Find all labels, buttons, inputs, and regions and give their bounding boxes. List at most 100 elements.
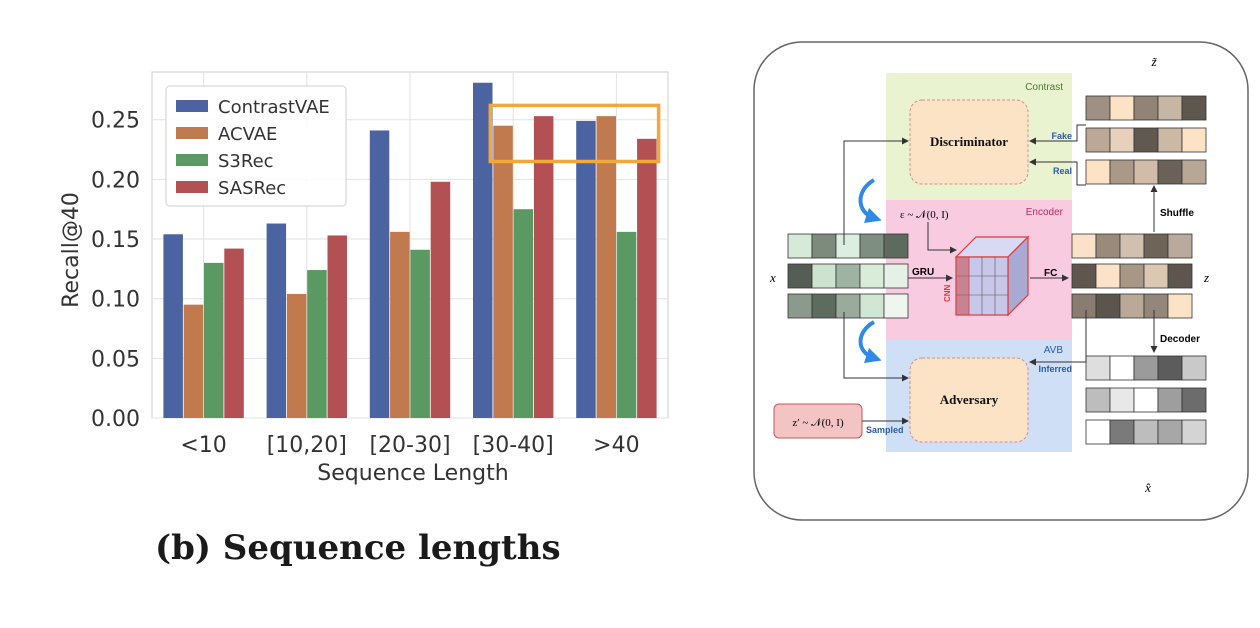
embedding-cell (1133, 95, 1159, 121)
bar-chart: 0.00 0.05 0.10 0.15 0.20 0.25 <10 [10,20] [20-30… (59, 71, 669, 486)
embedding-cell (1133, 387, 1159, 413)
bar-contrastvae-4 (576, 120, 596, 419)
x-symbol: x (769, 270, 776, 285)
figure-caption: (b) Sequence lengths (155, 528, 561, 568)
embedding-cell (1095, 233, 1121, 259)
embedding-cell (1071, 293, 1097, 319)
bar-contrastvae-1 (266, 223, 287, 418)
prior-label: z′ ~ 𝒩(0, I) (792, 417, 844, 429)
z-tilde-symbol: z̃ (1150, 54, 1157, 69)
embedding-cell (1109, 159, 1135, 185)
y-tick-label: 0.20 (91, 168, 140, 193)
y-axis-label: Recall@40 (59, 192, 84, 308)
adversary-label: Adversary (940, 392, 999, 407)
shuffle-label: Shuffle (1160, 208, 1194, 219)
embedding-cell (1085, 387, 1111, 413)
embedding-cell (787, 293, 813, 319)
bar-sasrec-1 (327, 235, 347, 418)
bar-contrastvae-2 (369, 130, 390, 418)
feedback-arrow-bottom (858, 320, 882, 364)
embedding-cell (1109, 127, 1135, 153)
reconstruction-x-hat (1085, 355, 1207, 445)
legend-label-s3rec: S3Rec (218, 151, 274, 172)
embedding-cell (1095, 263, 1121, 289)
embedding-cell (835, 263, 861, 289)
embedding-cell (1085, 355, 1111, 381)
embedding-cell (1119, 263, 1145, 289)
embedding-cell (1109, 355, 1135, 381)
y-tick-label: 0.05 (91, 347, 140, 372)
embedding-cell (1143, 233, 1169, 259)
y-tick-label: 0.00 (91, 407, 140, 432)
inferred-label: Inferred (1038, 364, 1072, 374)
embedding-cell (1119, 293, 1145, 319)
arrow-real (1029, 158, 1086, 186)
contrast-label: Contrast (1025, 82, 1063, 93)
embedding-cell (1085, 95, 1111, 121)
arrow-x-to-adv (843, 312, 909, 382)
bar-acvae-4 (596, 116, 616, 418)
legend-swatch-acvae (176, 127, 208, 139)
embedding-cell (1085, 419, 1111, 445)
cnn-label: CNN (943, 284, 952, 302)
bar-contrastvae-0 (163, 234, 183, 418)
embedding-cell (883, 233, 909, 259)
y-tick-label: 0.10 (91, 288, 140, 313)
shuffled-z-tilde (1085, 95, 1207, 185)
bar-acvae-0 (183, 304, 204, 418)
bar-s3rec-1 (307, 270, 327, 418)
embedding-cell (1071, 233, 1097, 259)
bar-s3rec-0 (204, 262, 224, 418)
embedding-cell (1133, 355, 1159, 381)
y-tick-label: 0.15 (91, 228, 140, 253)
embedding-cell (811, 263, 837, 289)
bar-s3rec-4 (616, 231, 637, 418)
bar-acvae-2 (390, 231, 410, 418)
embedding-cell (1133, 127, 1159, 153)
embedding-cell (1109, 387, 1135, 413)
fc-label: FC (1044, 268, 1057, 279)
embedding-cell (1133, 159, 1159, 185)
embedding-cell (1157, 387, 1183, 413)
bar-sasrec-4 (637, 138, 657, 419)
embedding-cell (1085, 159, 1111, 185)
feedback-arrow-top (858, 178, 882, 224)
embedding-cell (1109, 95, 1135, 121)
embedding-cell (1181, 127, 1207, 153)
x-tick-label: [20-30] (369, 433, 450, 458)
highlight-box (488, 103, 661, 164)
embedding-cell (835, 293, 861, 319)
x-tick-label: [10,20] (267, 433, 347, 458)
embedding-cell (859, 263, 885, 289)
legend-label-acvae: ACVAE (218, 124, 277, 145)
embedding-cell (1085, 127, 1111, 153)
embedding-cell (787, 263, 813, 289)
embedding-cell (1157, 95, 1183, 121)
fake-label: Fake (1051, 131, 1072, 141)
embedding-cell (883, 293, 909, 319)
decoder-label: Decoder (1160, 334, 1200, 345)
embedding-cell (1157, 355, 1183, 381)
embedding-cell (1167, 293, 1193, 319)
avb-label: AVB (1044, 345, 1064, 356)
bar-s3rec-3 (513, 209, 534, 418)
embedding-cell (1143, 293, 1169, 319)
arrow-x-to-disc (843, 137, 909, 245)
embedding-cell (1119, 233, 1145, 259)
embedding-cell (1157, 159, 1183, 185)
bar-sasrec-3 (533, 116, 554, 418)
cnn-block: CNN (943, 235, 1030, 317)
x-axis-label: Sequence Length (317, 461, 508, 486)
real-label: Real (1053, 166, 1072, 176)
legend-swatch-s3rec (176, 154, 208, 166)
embedding-cell (1181, 355, 1207, 381)
embedding-cell (1167, 233, 1193, 259)
embedding-cell (1143, 263, 1169, 289)
embedding-cell (1157, 127, 1183, 153)
bar-contrastvae-3 (473, 82, 493, 419)
embedding-cell (1157, 419, 1183, 445)
bar-acvae-3 (493, 125, 513, 419)
legend-swatch-sasrec (176, 181, 208, 193)
x-hat-symbol: x̂ (1144, 480, 1151, 495)
embedding-cell (1181, 387, 1207, 413)
